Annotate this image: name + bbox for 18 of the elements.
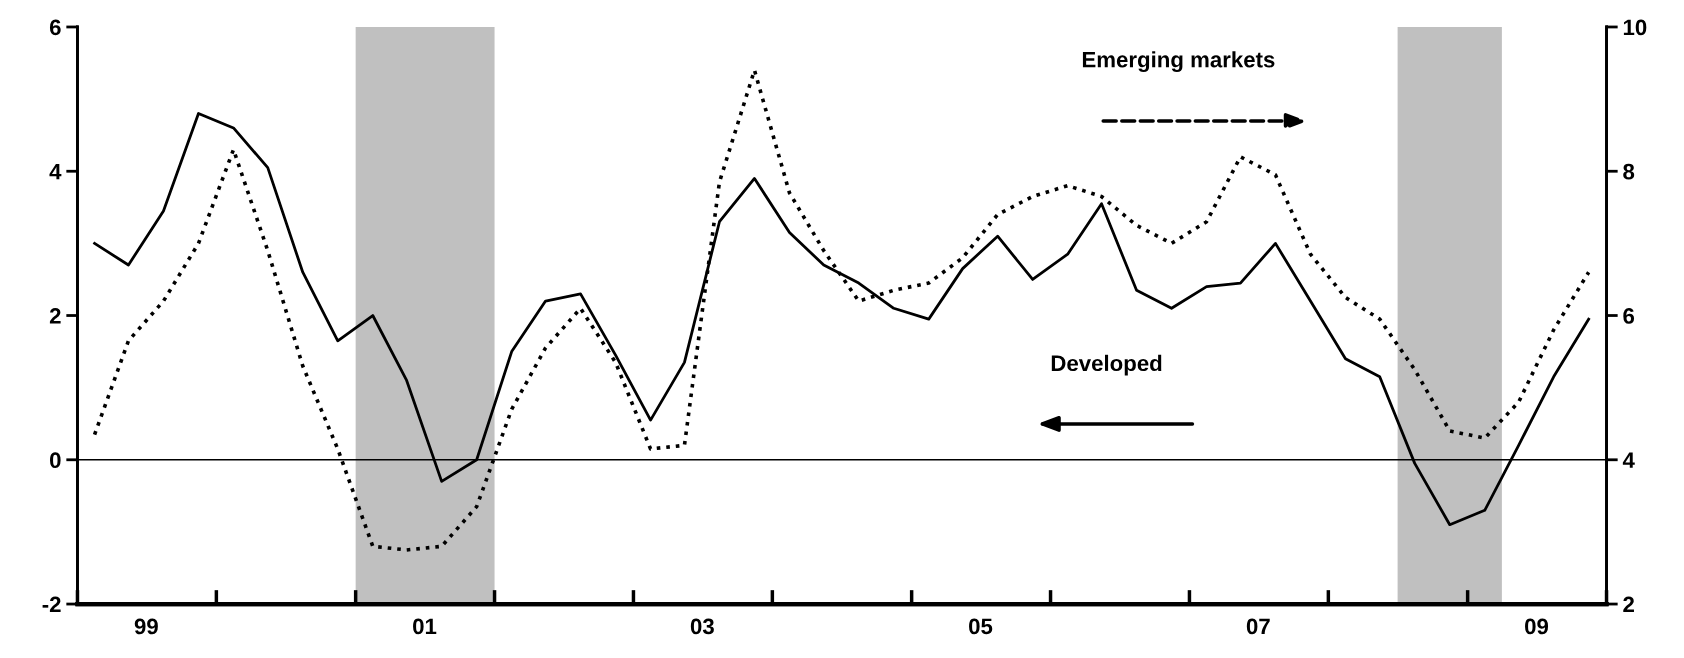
annotation: Emerging markets bbox=[1082, 51, 1275, 73]
x-tick-label: 99 bbox=[134, 618, 158, 635]
y-tick-label: 0 bbox=[50, 452, 61, 469]
y2-tick-label: 8 bbox=[1623, 163, 1635, 180]
annotation: Developed bbox=[1051, 354, 1162, 376]
x-tick-label: 05 bbox=[969, 618, 993, 635]
y-tick-label: -2 bbox=[42, 596, 61, 613]
y-tick-label: 6 bbox=[49, 19, 61, 36]
x-tick-label: 07 bbox=[1246, 618, 1270, 635]
x-tick-label: 01 bbox=[413, 618, 437, 635]
y-tick-label: 4 bbox=[49, 164, 62, 180]
y2-tick-label: 4 bbox=[1622, 452, 1635, 468]
y2-tick-label: 2 bbox=[1623, 596, 1634, 613]
y2-tick-label: 10 bbox=[1623, 19, 1647, 36]
x-tick-label: 09 bbox=[1525, 618, 1549, 635]
y-tick-label: 2 bbox=[49, 308, 61, 324]
y2-tick-label: 6 bbox=[1623, 308, 1635, 324]
x-tick-label: 03 bbox=[690, 618, 714, 635]
